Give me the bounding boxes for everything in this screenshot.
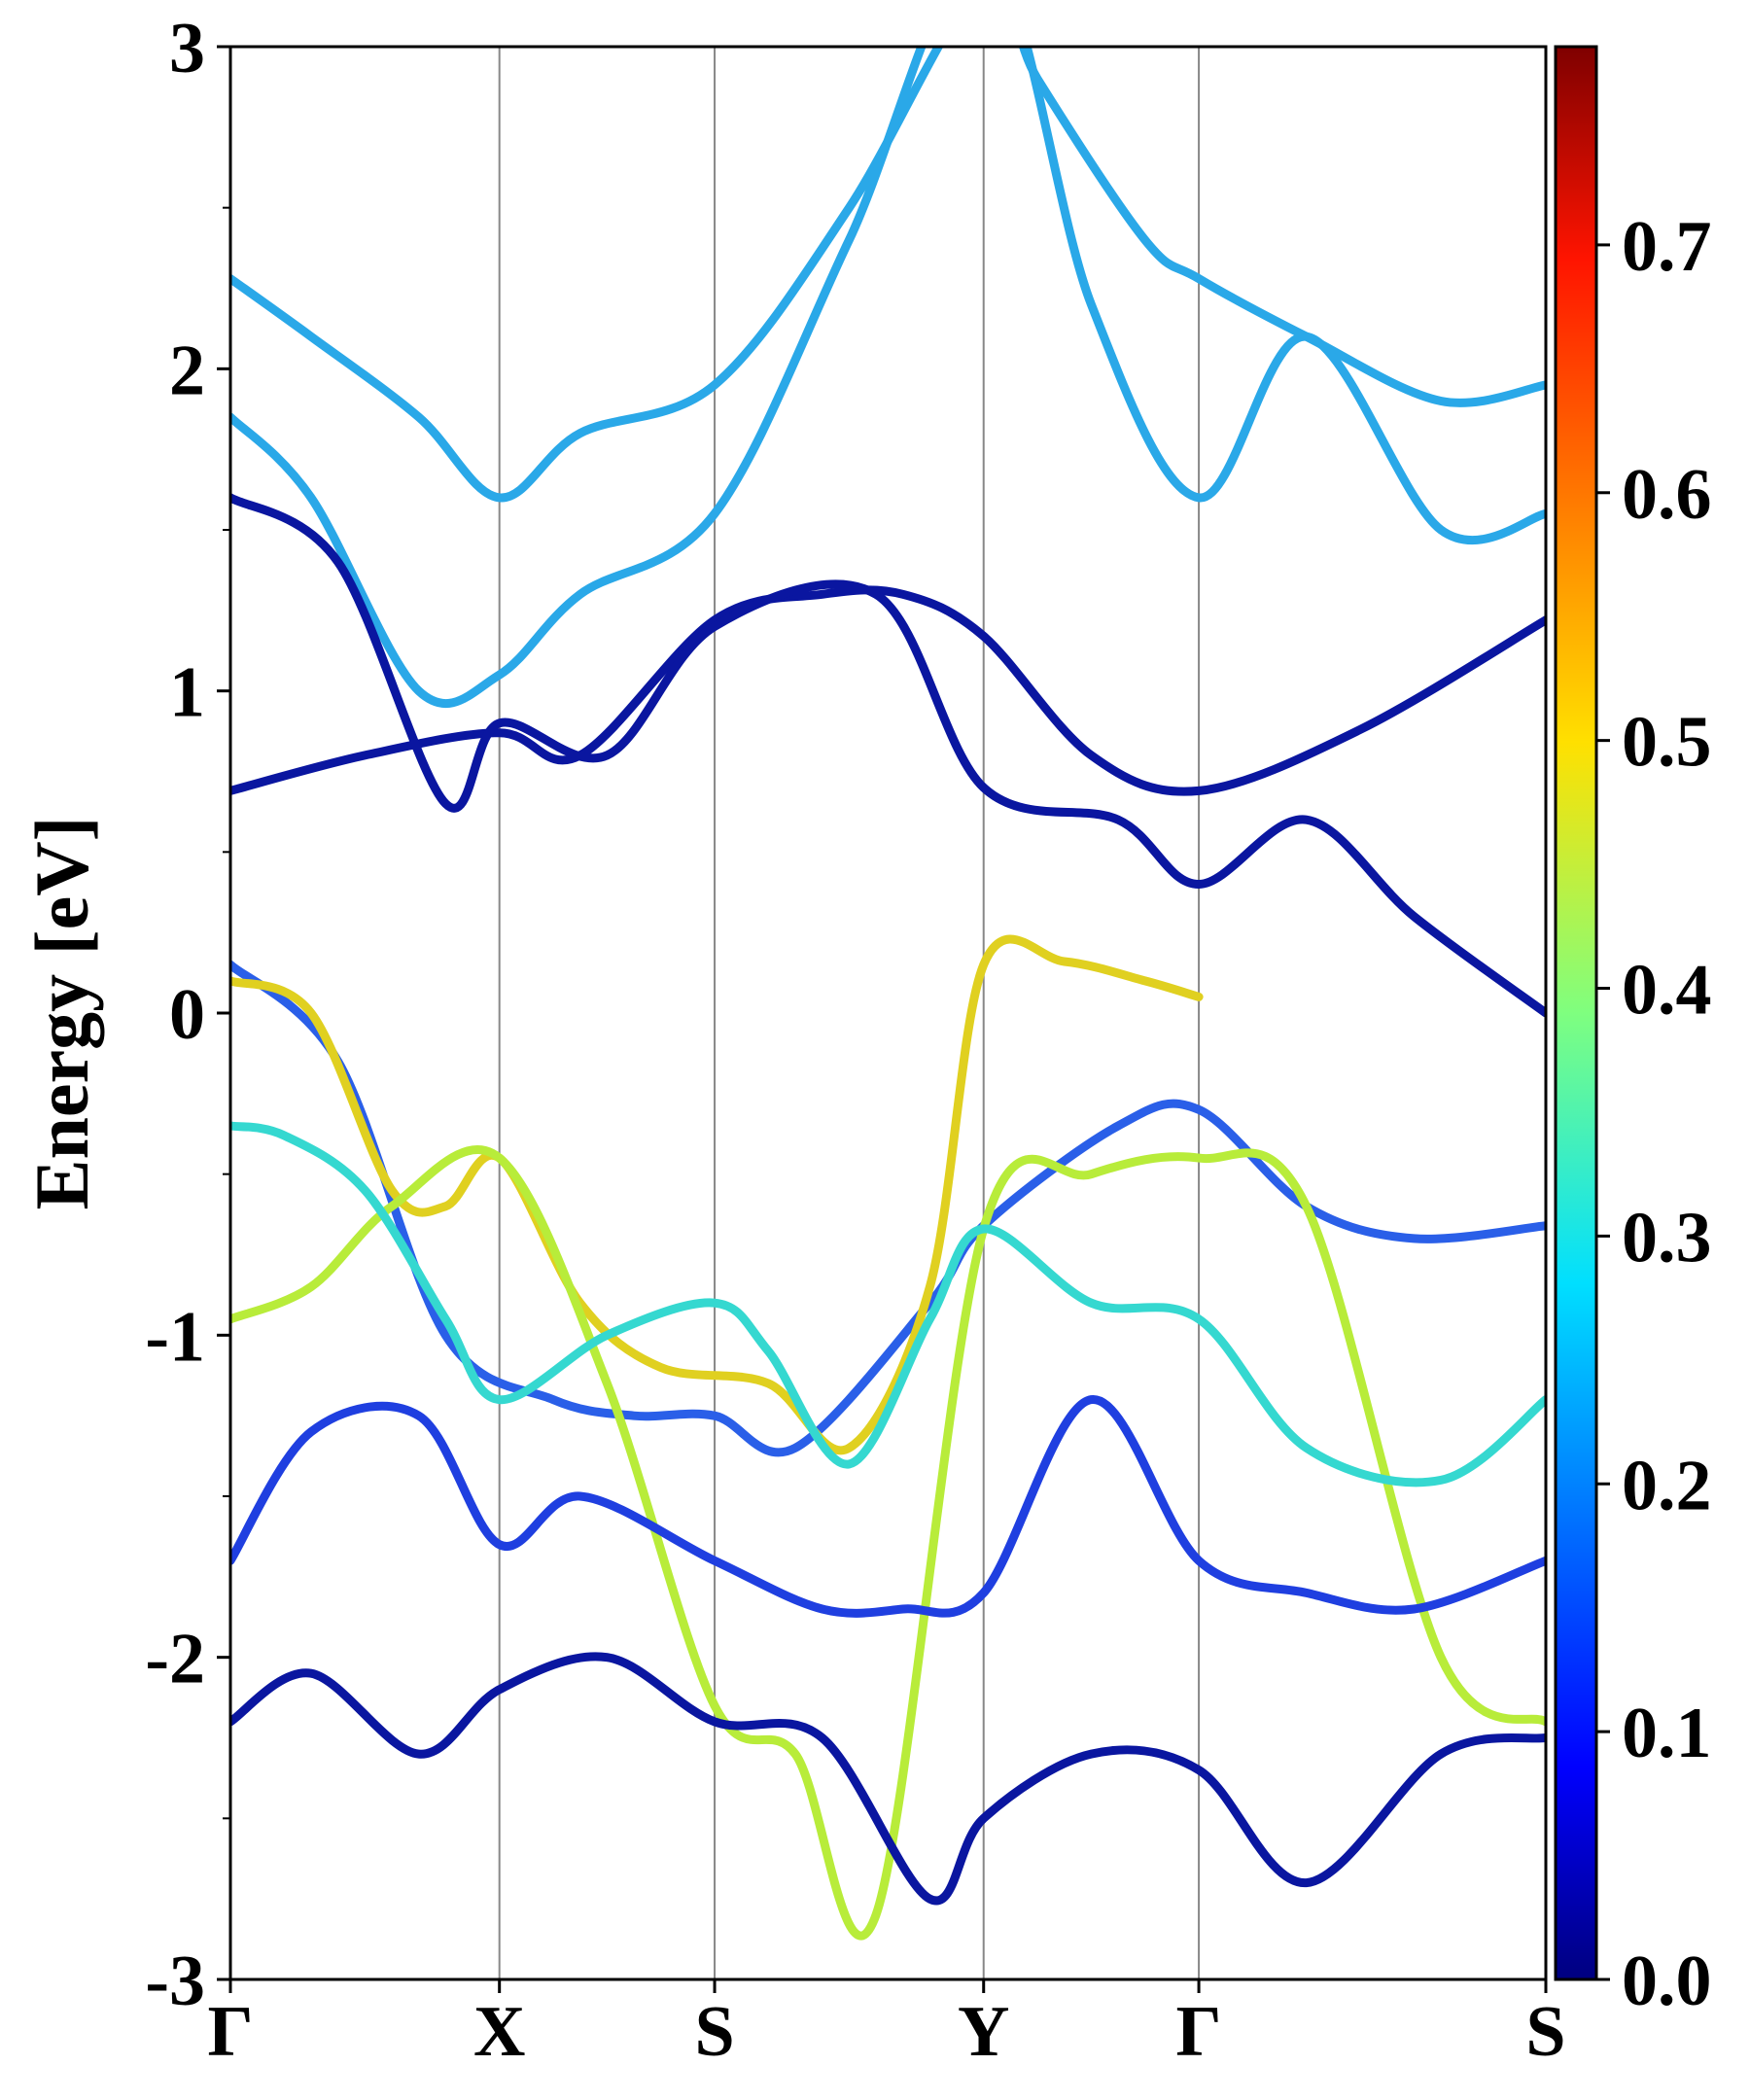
band-line-9 (230, 47, 1546, 708)
x-tick-label-2: S (694, 1992, 734, 2072)
colorbar-tick-label-7: 0.7 (1622, 207, 1712, 287)
x-tick-label-0: Γ (207, 1992, 253, 2072)
bands-group (230, 47, 1546, 1941)
colorbar-tick-label-3: 0.3 (1622, 1198, 1712, 1278)
band-line-6 (230, 1395, 1546, 1618)
y-tick-label-4: -1 (145, 1297, 205, 1377)
colorbar-tick-label-2: 0.2 (1622, 1446, 1712, 1525)
y-tick-label-3: 0 (169, 975, 205, 1055)
colorbar-tick-label-0: 0.0 (1622, 1942, 1712, 2021)
colorbar (1554, 45, 1598, 1981)
band-line-1 (230, 585, 1546, 796)
y-axis: 3 2 1 0 -1 -2 -3 (145, 9, 230, 2021)
y-tick-label-2: 1 (169, 653, 205, 733)
x-tick-label-3: Y (958, 1992, 1009, 2072)
y-axis-title: Energy [eV] (19, 816, 104, 1209)
colorbar-axis: 0.0 0.1 0.2 0.3 0.4 0.5 0.6 0.7 (1596, 207, 1712, 2021)
x-tick-label-4: Γ (1176, 1992, 1222, 2072)
band-line-8 (230, 47, 1546, 503)
y-tick-label-5: -2 (145, 1620, 205, 1699)
band-line-10 (230, 493, 1546, 1018)
x-tick-label-5: S (1525, 1992, 1565, 2072)
y-tick-label-0: 3 (169, 9, 205, 88)
band-line-7 (230, 1652, 1546, 1906)
high-symmetry-gridlines (498, 47, 1201, 1979)
y-tick-label-6: -3 (145, 1942, 205, 2021)
band-line-3 (230, 934, 1204, 1455)
band-line-5 (230, 1121, 1546, 1488)
y-tick-label-1: 2 (169, 331, 205, 410)
colorbar-tick-label-4: 0.4 (1622, 951, 1712, 1031)
band-line-4 (230, 1145, 1546, 1941)
band-line-2 (230, 960, 1546, 1457)
plot-frame (228, 45, 1548, 1981)
colorbar-tick-label-1: 0.1 (1622, 1694, 1712, 1773)
colorbar-tick-label-6: 0.6 (1622, 455, 1712, 535)
colorbar-tick-label-5: 0.5 (1622, 703, 1712, 783)
x-tick-label-1: X (473, 1992, 525, 2072)
